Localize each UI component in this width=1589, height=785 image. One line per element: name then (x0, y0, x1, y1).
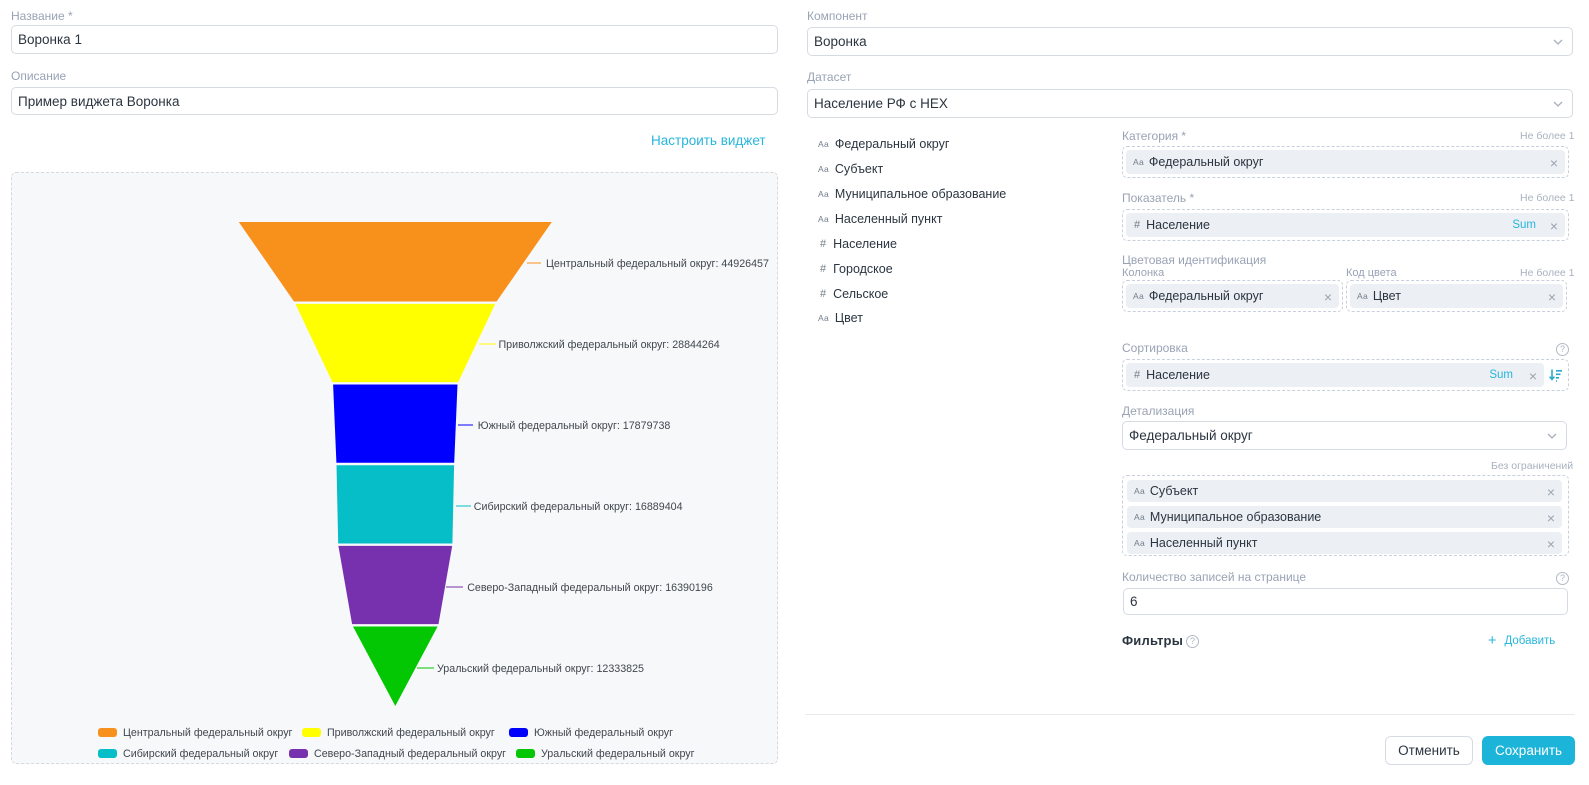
svg-text:Центральный федеральный округ:: Центральный федеральный округ: 44926457 (546, 258, 769, 270)
svg-text:Сибирский федеральный округ: 1: Сибирский федеральный округ: 16889404 (474, 501, 683, 513)
svg-text:Уральский федеральный округ: 1: Уральский федеральный округ: 12333825 (437, 663, 644, 675)
svg-text:Южный федеральный округ: 17879: Южный федеральный округ: 17879738 (478, 420, 671, 432)
svg-text:Северо-Западный федеральный ок: Северо-Западный федеральный округ: 16390… (467, 582, 713, 594)
svg-text:Приволжский федеральный округ:: Приволжский федеральный округ: 28844264 (499, 339, 720, 351)
